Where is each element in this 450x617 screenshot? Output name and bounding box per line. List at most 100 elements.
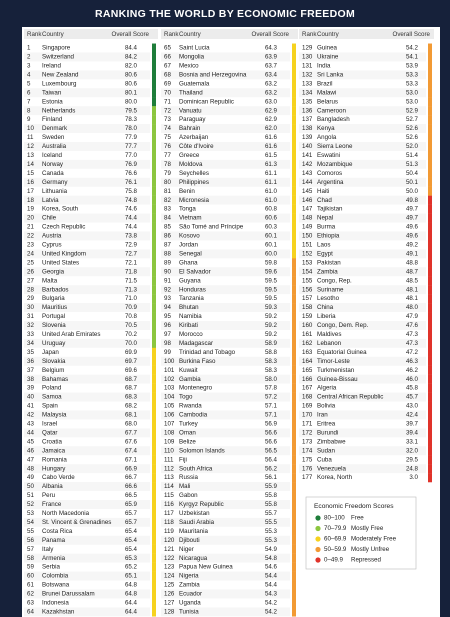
rank: 12: [27, 143, 34, 150]
country: Angola: [317, 134, 337, 141]
row-bg: [24, 535, 150, 545]
country: Uruguay: [42, 340, 66, 347]
score: 80.0: [125, 98, 138, 105]
rank: 162: [302, 340, 313, 347]
country: Namibia: [179, 313, 202, 320]
row-bg: [161, 285, 290, 295]
country: Montenegro: [179, 385, 213, 392]
score: 61.1: [265, 179, 278, 186]
country: Eritrea: [317, 421, 336, 428]
country: Sweden: [42, 134, 65, 141]
rank: 149: [302, 224, 313, 231]
row-bg: [24, 410, 150, 420]
score: 55.7: [265, 510, 278, 517]
score-band: [428, 106, 432, 116]
row-bg: [24, 106, 150, 116]
score: 52.7: [406, 116, 419, 123]
score-band: [292, 428, 296, 438]
score-band: [428, 464, 432, 474]
country: Ghana: [179, 259, 198, 266]
rank: 17: [27, 188, 34, 195]
legend-swatch: [315, 557, 321, 563]
country: Ireland: [42, 63, 61, 70]
country: Micronesia: [179, 197, 209, 204]
score: 72.7: [125, 250, 138, 257]
score-band: [292, 392, 296, 402]
score-band: [292, 52, 296, 62]
rank: 135: [302, 98, 313, 105]
score: 39.4: [406, 429, 419, 436]
rank: 177: [302, 474, 313, 481]
rank: 115: [164, 492, 174, 499]
score: 50.0: [406, 188, 419, 195]
country: Russia: [179, 474, 198, 481]
score-band: [292, 124, 296, 134]
score: 47.6: [406, 322, 419, 329]
rank: 42: [27, 412, 34, 419]
score: 55.3: [265, 537, 278, 544]
score: 29.5: [406, 456, 419, 463]
score-band: [292, 150, 296, 161]
rank: 39: [27, 385, 34, 392]
score: 70.8: [125, 313, 138, 320]
score-band: [428, 52, 432, 62]
score-band: [428, 473, 432, 483]
score: 68.0: [125, 421, 138, 428]
score-band: [292, 141, 296, 152]
column-header: Overall Score: [393, 31, 431, 38]
rank: 146: [302, 197, 313, 204]
rank: 94: [164, 304, 171, 311]
rank: 26: [27, 268, 34, 275]
row-bg: [24, 159, 150, 169]
score-band: [152, 177, 156, 187]
rank: 20: [27, 215, 34, 222]
score: 76.1: [125, 179, 138, 186]
row-bg: [299, 106, 426, 116]
country: Cambodia: [179, 412, 208, 419]
row-bg: [161, 231, 290, 241]
score: 63.2: [265, 89, 278, 96]
country: Burma: [317, 224, 336, 231]
score: 60.3: [265, 224, 278, 231]
rank: 130: [302, 54, 313, 61]
score: 67.1: [125, 456, 138, 463]
country: Germany: [42, 179, 68, 186]
country: Togo: [179, 394, 193, 401]
country: Belgium: [42, 367, 64, 374]
country: Taiwan: [42, 89, 62, 96]
score-band: [292, 276, 296, 286]
country: Belarus: [317, 98, 338, 105]
score-band: [292, 464, 296, 474]
score: 43.0: [406, 403, 419, 410]
rank: 9: [27, 116, 31, 123]
score: 74.4: [125, 215, 138, 222]
country: Cabo Verde: [42, 474, 75, 481]
country: Qatar: [42, 429, 57, 436]
rank: 138: [302, 125, 313, 132]
country: Mauritius: [42, 304, 67, 311]
rank: 47: [27, 456, 34, 463]
row-bg: [24, 70, 150, 80]
row-bg: [161, 482, 290, 492]
country: Djibouti: [179, 537, 200, 544]
score: 84.4: [125, 45, 138, 52]
country: Israel: [42, 421, 57, 428]
score-band: [152, 97, 156, 107]
country: Rwanda: [179, 403, 202, 410]
rank: 142: [302, 161, 313, 168]
rank: 108: [164, 429, 175, 436]
rank: 44: [27, 429, 34, 436]
score-band: [292, 365, 296, 375]
score: 56.6: [265, 429, 278, 436]
rank: 43: [27, 421, 34, 428]
score: 58.0: [265, 376, 278, 383]
country: Benin: [179, 188, 195, 195]
country: Eswatini: [317, 152, 340, 159]
country: Iceland: [42, 152, 63, 159]
score-band: [152, 329, 156, 340]
rank: 106: [164, 412, 175, 419]
row-bg: [299, 195, 426, 205]
row-bg: [161, 374, 290, 384]
country: Italy: [42, 546, 54, 553]
score: 59.2: [265, 331, 278, 338]
